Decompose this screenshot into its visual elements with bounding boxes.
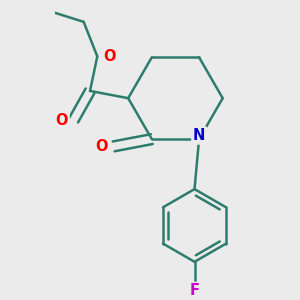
Text: O: O <box>56 112 68 128</box>
Text: O: O <box>103 49 116 64</box>
Text: O: O <box>96 139 108 154</box>
Text: F: F <box>190 284 200 298</box>
Text: N: N <box>193 128 205 143</box>
